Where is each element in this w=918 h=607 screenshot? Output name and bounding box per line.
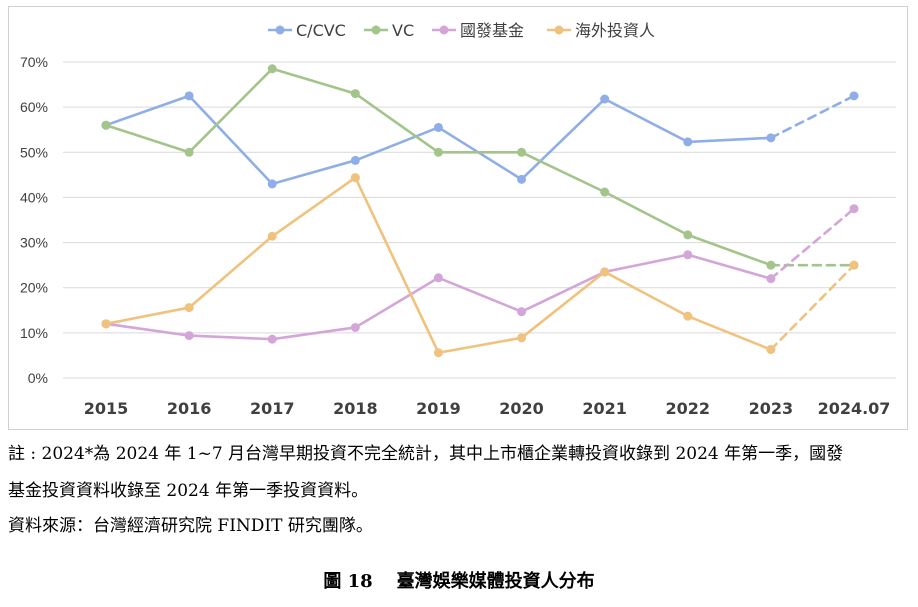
data-point [433,348,443,358]
y-tick-label: 30% [20,235,48,251]
data-point [184,303,194,313]
data-point [517,174,527,184]
x-tick-label: 2022 [666,399,711,418]
series-line [104,94,773,186]
data-point [683,137,693,147]
data-point [433,122,443,132]
data-point [433,147,443,157]
x-tick-label: 2015 [84,399,129,418]
data-point [350,155,360,165]
figure-caption: 圖 18 臺灣娛樂媒體投資人分布 [0,567,918,593]
data-point [350,173,360,183]
series-line-projected [769,207,856,280]
data-point [517,333,527,343]
source-note: 資料來源：台灣經濟研究院 FINDIT 研究團隊。 [8,516,373,536]
data-point [350,322,360,332]
data-point [600,267,610,277]
data-point [101,319,111,329]
legend-swatch-marker [275,25,285,35]
data-point [267,231,277,241]
x-tick-label: 2018 [333,399,378,418]
x-tick-label: 2020 [499,399,544,418]
y-tick-label: 20% [20,280,48,296]
data-point [600,94,610,104]
data-point [849,260,859,270]
data-point [184,331,194,341]
figure-number: 圖 18 [323,571,373,592]
data-point [683,250,693,260]
data-point [184,91,194,101]
data-point [849,91,859,101]
series-line [104,176,773,355]
data-point [849,204,859,214]
legend-item: VC [364,21,414,40]
note-line-1: 註 : 2024*為 2024 年 1~7 月台灣早期投資不完全統計，其中上市櫃… [8,444,844,464]
figure-title: 臺灣娛樂媒體投資人分布 [396,571,595,592]
legend-label: C/CVC [296,21,346,40]
legend-swatch-marker [554,25,564,35]
data-point [766,133,776,143]
data-point [683,230,693,240]
chart-frame [8,6,908,430]
legend-item: 海外投資人 [547,21,655,40]
x-tick-label: 2023 [749,399,794,418]
data-point [683,311,693,321]
data-point [600,187,610,197]
y-tick-label: 40% [20,189,48,205]
data-point [267,64,277,74]
x-tick-label: 2017 [250,399,295,418]
legend-swatch-marker [439,25,449,35]
legend-label: 海外投資人 [575,21,655,40]
series-line-projected [769,94,856,140]
data-point [184,147,194,157]
y-tick-label: 10% [20,325,48,341]
legend-item: 國發基金 [432,21,524,40]
legend-swatch-marker [371,25,381,35]
series-line [104,67,773,267]
y-tick-label: 60% [20,99,48,115]
line-chart: 0% 10% 20% 30% 40% 50% 60% 70% 2015 2016 2017 2018 2… [20,21,896,418]
data-point [517,147,527,157]
data-point [350,89,360,99]
series-line-projected [769,263,856,351]
y-tick-label: 50% [20,144,48,160]
legend-label: VC [392,21,414,40]
data-point [433,273,443,283]
x-tick-label: 2021 [582,399,627,418]
data-point [101,120,111,130]
legend-label: 國發基金 [460,21,524,40]
y-tick-label: 0% [28,370,48,386]
x-tick-label: 2019 [416,399,461,418]
data-point [517,307,527,317]
legend-item: C/CVC [268,21,346,40]
data-point [766,274,776,284]
data-point [766,345,776,355]
data-point [267,334,277,344]
x-tick-label: 2016 [167,399,212,418]
y-tick-label: 70% [20,54,48,70]
data-point [766,260,776,270]
note-line-2: 基金投資資料收錄至 2024 年第一季投資資料。 [8,481,369,501]
series-line [104,253,773,341]
data-point [267,179,277,189]
x-tick-label: 2024.07 [818,399,891,418]
